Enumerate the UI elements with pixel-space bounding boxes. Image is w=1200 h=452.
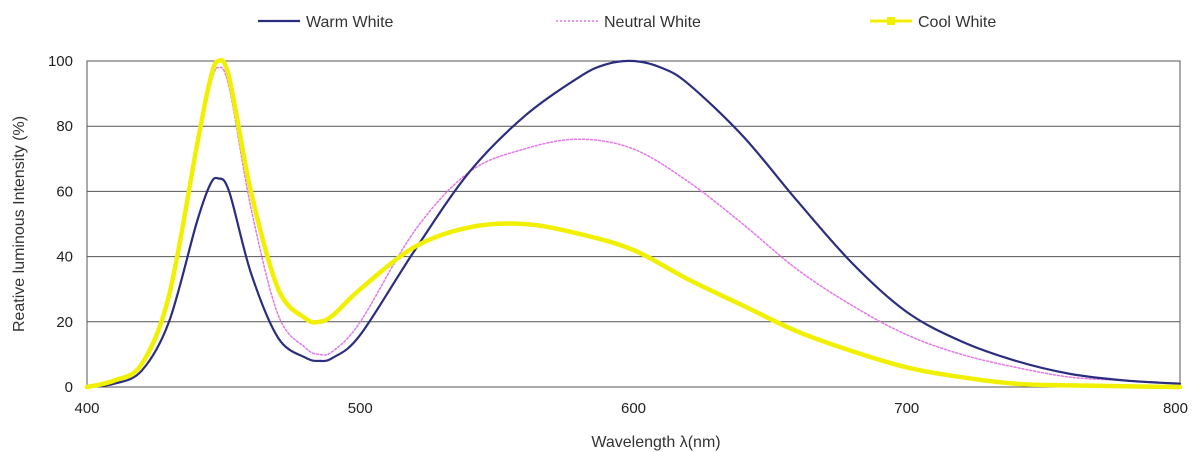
x-tick-label: 800 (1163, 400, 1188, 417)
y-tick-label: 100 (48, 53, 73, 70)
series-line-cool-white (84, 57, 1183, 390)
legend-label: Cool White (918, 14, 996, 31)
x-tick-labels: 400 500 600 700 800 (74, 400, 1188, 417)
x-tick-label: 600 (621, 400, 646, 417)
x-tick-label: 400 (74, 400, 99, 417)
x-tick-label: 500 (348, 400, 373, 417)
series-line-warm-white (85, 59, 1182, 389)
legend: Warm White Neutral White Cool White (258, 14, 996, 31)
y-tick-label: 40 (56, 249, 73, 266)
series-layer (84, 57, 1183, 390)
legend-label: Warm White (306, 14, 394, 31)
legend-label: Neutral White (604, 14, 701, 31)
x-axis-title: Wavelength λ(nm) (591, 434, 720, 451)
legend-marker-cool-white (887, 17, 895, 25)
y-tick-label: 0 (65, 379, 73, 396)
plot-area (86, 60, 1181, 388)
y-tick-label: 60 (56, 183, 73, 200)
y-tick-label: 20 (56, 314, 73, 331)
y-tick-labels: 0 20 40 60 80 100 (48, 53, 73, 396)
y-axis-title: Reative luminous Intensity (%) (11, 116, 28, 332)
x-tick-label: 700 (894, 400, 919, 417)
y-tick-label: 80 (56, 118, 73, 135)
